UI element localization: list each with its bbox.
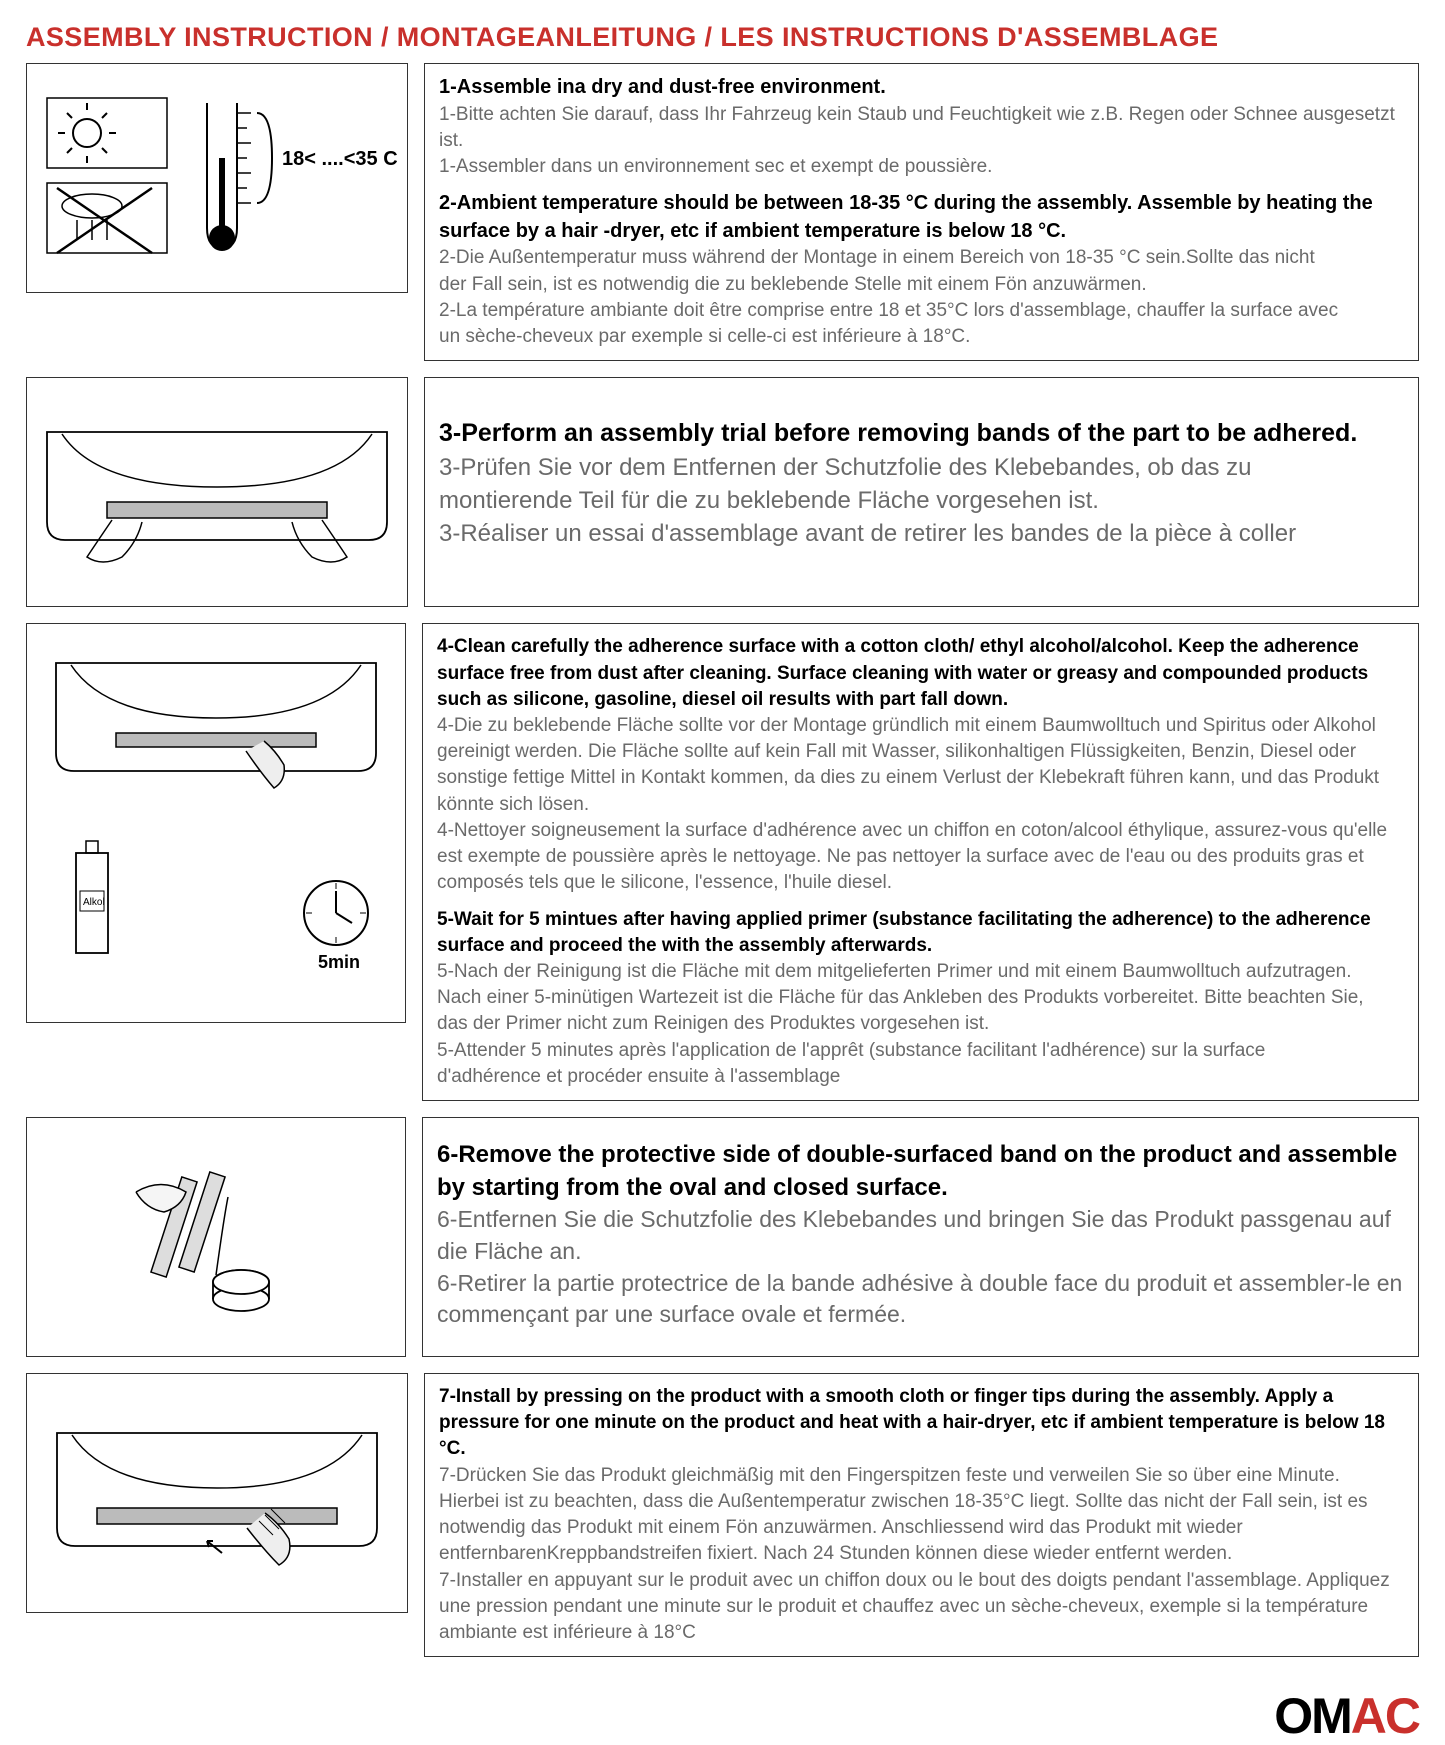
logo-red: AC xyxy=(1351,1688,1419,1744)
trial-fit-diagram xyxy=(26,377,408,607)
step-4-en: 4-Clean carefully the adherence surface … xyxy=(437,634,1404,713)
step-2-fr-1: 2-La température ambiante doit être comp… xyxy=(439,298,1404,324)
step-4-fr: 4-Nettoyer soigneusement la surface d'ad… xyxy=(437,818,1404,897)
section-4-text: 6-Remove the protective side of double-s… xyxy=(422,1117,1419,1357)
logo-black: OM xyxy=(1274,1688,1351,1744)
step-5-fr-1: 5-Attender 5 minutes après l'application… xyxy=(437,1038,1404,1064)
step-5-de-1: 5-Nach der Reinigung ist die Fläche mit … xyxy=(437,959,1404,985)
press-install-diagram xyxy=(26,1373,408,1613)
section-5-text: 7-Install by pressing on the product wit… xyxy=(424,1373,1419,1657)
section-5: 7-Install by pressing on the product wit… xyxy=(26,1373,1419,1657)
step-7-fr-2: une pression pendant une minute sur le p… xyxy=(439,1594,1404,1646)
step-1-fr: 1-Assembler dans un environnement sec et… xyxy=(439,154,1404,180)
temp-range-label: 18< ....<35 C xyxy=(282,148,397,170)
page-title: ASSEMBLY INSTRUCTION / MONTAGEANLEITUNG … xyxy=(26,22,1419,53)
peel-tape-diagram xyxy=(26,1117,406,1357)
section-1: 18< ....<35 C 1-Assemble ina dry and dus… xyxy=(26,63,1419,361)
step-2-en: 2-Ambient temperature should be between … xyxy=(439,190,1404,245)
step-3-de-1: 3-Prüfen Sie vor dem Entfernen der Schut… xyxy=(439,451,1404,484)
section-2: 3-Perform an assembly trial before remov… xyxy=(26,377,1419,607)
step-7-de: 7-Drücken Sie das Produkt gleichmäßig mi… xyxy=(439,1463,1404,1568)
step-6-fr: 6-Retirer la partie protectrice de la ba… xyxy=(437,1268,1404,1331)
step-1-en: 1-Assemble ina dry and dust-free environ… xyxy=(439,74,1404,102)
step-6-de: 6-Entfernen Sie die Schutzfolie des Kleb… xyxy=(437,1204,1404,1267)
step-5-fr-2: d'adhérence et procéder ensuite à l'asse… xyxy=(437,1064,1404,1090)
logo-row: OMAC xyxy=(0,1687,1445,1745)
section-3: Alkol 5min 4-Clean carefully the adheren… xyxy=(26,623,1419,1101)
step-6-en: 6-Remove the protective side of double-s… xyxy=(437,1138,1404,1204)
clean-primer-diagram: Alkol 5min xyxy=(26,623,406,1023)
step-5-de-2: Nach einer 5-minütigen Wartezeit ist die… xyxy=(437,985,1404,1011)
step-2-de-1: 2-Die Außentemperatur muss während der M… xyxy=(439,245,1404,271)
step-1-de: 1-Bitte achten Sie darauf, dass Ihr Fahr… xyxy=(439,102,1404,154)
section-3-text: 4-Clean carefully the adherence surface … xyxy=(422,623,1419,1101)
section-2-text: 3-Perform an assembly trial before remov… xyxy=(424,377,1419,607)
omac-logo: OMAC xyxy=(1274,1687,1419,1745)
step-2-de-2: der Fall sein, ist es notwendig die zu b… xyxy=(439,272,1404,298)
step-2-fr-2: un sèche-cheveux par exemple si celle-ci… xyxy=(439,324,1404,350)
step-3-en: 3-Perform an assembly trial before remov… xyxy=(439,416,1404,451)
timer-label: 5min xyxy=(318,952,360,972)
step-7-en: 7-Install by pressing on the product wit… xyxy=(439,1384,1404,1463)
temperature-diagram: 18< ....<35 C xyxy=(26,63,408,293)
step-7-fr-1: 7-Installer en appuyant sur le produit a… xyxy=(439,1568,1404,1594)
step-5-de-3: das der Primer nicht zum Reinigen des Pr… xyxy=(437,1011,1404,1037)
section-1-text: 1-Assemble ina dry and dust-free environ… xyxy=(424,63,1419,361)
step-3-fr: 3-Réaliser un essai d'assemblage avant d… xyxy=(439,517,1404,550)
section-4: 6-Remove the protective side of double-s… xyxy=(26,1117,1419,1357)
alcohol-label: Alkol xyxy=(83,897,105,908)
step-4-de: 4-Die zu beklebende Fläche sollte vor de… xyxy=(437,713,1404,818)
step-3-de-2: montierende Teil für die zu beklebende F… xyxy=(439,484,1404,517)
step-5-en: 5-Wait for 5 mintues after having applie… xyxy=(437,907,1404,959)
